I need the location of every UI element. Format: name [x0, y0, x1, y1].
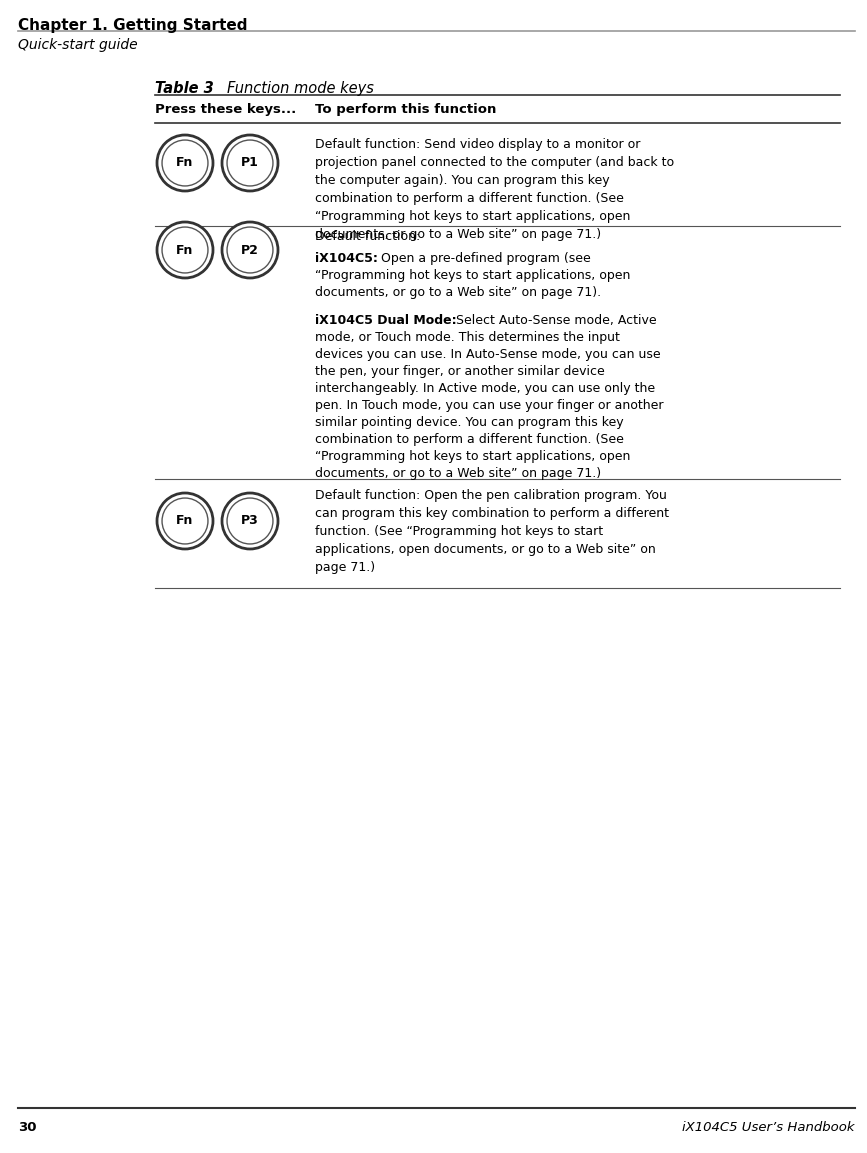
Text: Select Auto-Sense mode, Active: Select Auto-Sense mode, Active — [452, 314, 656, 327]
Text: “Programming hot keys to start applications, open: “Programming hot keys to start applicati… — [315, 450, 630, 464]
Text: documents, or go to a Web site” on page 71).: documents, or go to a Web site” on page … — [315, 286, 601, 299]
Text: pen. In Touch mode, you can use your finger or another: pen. In Touch mode, you can use your fin… — [315, 399, 663, 412]
Text: devices you can use. In Auto-Sense mode, you can use: devices you can use. In Auto-Sense mode,… — [315, 348, 661, 361]
Text: Fn: Fn — [176, 157, 193, 169]
Text: Chapter 1. Getting Started: Chapter 1. Getting Started — [18, 18, 247, 33]
Text: Fn: Fn — [176, 243, 193, 256]
Circle shape — [222, 223, 278, 278]
Text: Default function: Send video display to a monitor or
projection panel connected : Default function: Send video display to … — [315, 138, 675, 241]
Circle shape — [157, 223, 213, 278]
Text: P3: P3 — [241, 514, 259, 528]
Text: To perform this function: To perform this function — [315, 103, 497, 116]
Text: combination to perform a different function. (See: combination to perform a different funct… — [315, 434, 624, 446]
Circle shape — [157, 493, 213, 549]
Circle shape — [222, 493, 278, 549]
Circle shape — [222, 135, 278, 191]
Circle shape — [157, 135, 213, 191]
Text: Open a pre-defined program (see: Open a pre-defined program (see — [377, 253, 590, 265]
Text: Table 3: Table 3 — [155, 81, 214, 96]
Text: documents, or go to a Web site” on page 71.): documents, or go to a Web site” on page … — [315, 467, 601, 480]
Text: iX104C5 User’s Handbook: iX104C5 User’s Handbook — [682, 1121, 855, 1135]
Text: Quick-start guide: Quick-start guide — [18, 38, 138, 52]
Text: Default function:: Default function: — [315, 229, 420, 243]
Text: iX104C5 Dual Mode:: iX104C5 Dual Mode: — [315, 314, 457, 327]
Text: “Programming hot keys to start applications, open: “Programming hot keys to start applicati… — [315, 269, 630, 282]
Text: P2: P2 — [241, 243, 259, 256]
Text: iX104C5:: iX104C5: — [315, 253, 378, 265]
Text: 30: 30 — [18, 1121, 36, 1135]
Text: Press these keys...: Press these keys... — [155, 103, 297, 116]
Text: Default function: Open the pen calibration program. You
can program this key com: Default function: Open the pen calibrati… — [315, 489, 669, 574]
Text: the pen, your finger, or another similar device: the pen, your finger, or another similar… — [315, 366, 605, 378]
Text: mode, or Touch mode. This determines the input: mode, or Touch mode. This determines the… — [315, 331, 620, 344]
Text: P1: P1 — [241, 157, 259, 169]
Text: similar pointing device. You can program this key: similar pointing device. You can program… — [315, 416, 623, 429]
Text: Function mode keys: Function mode keys — [227, 81, 374, 96]
Text: interchangeably. In Active mode, you can use only the: interchangeably. In Active mode, you can… — [315, 382, 655, 395]
Text: Fn: Fn — [176, 514, 193, 528]
